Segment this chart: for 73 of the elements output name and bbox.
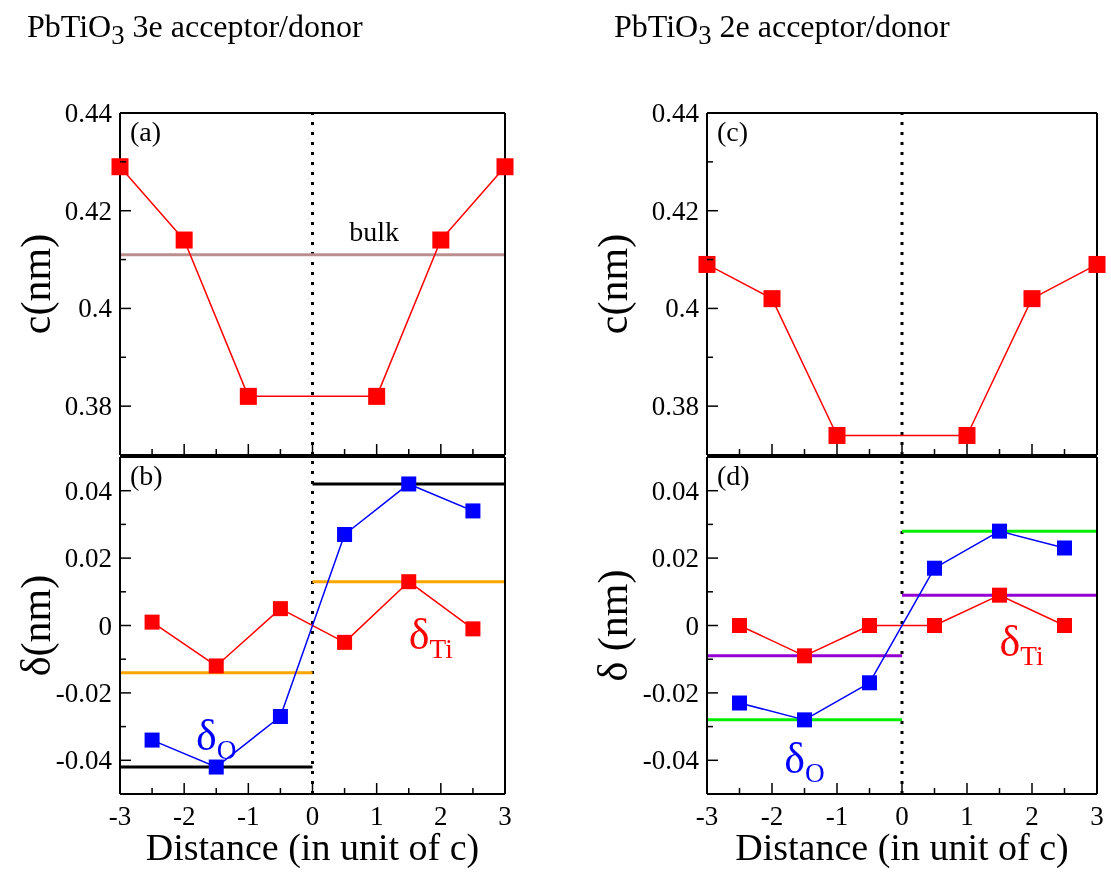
point [992, 523, 1007, 539]
y-tick-label: 0 [685, 610, 699, 641]
point [144, 614, 160, 630]
y-tick-label: 0.38 [651, 391, 699, 422]
y-tick-label: 0.4 [78, 293, 113, 324]
series-label: δ$_{Ti}$ [408, 609, 454, 664]
annotation: (d) [717, 460, 750, 492]
y-tick-label: -0.04 [55, 745, 113, 776]
y-tick-label: 0.04 [64, 475, 113, 506]
point [208, 658, 224, 674]
x-tick-label: -3 [695, 801, 719, 831]
y-tick-label: -0.02 [55, 677, 112, 708]
point [1088, 255, 1106, 273]
point [1057, 618, 1072, 633]
y-tick-label: -0.04 [642, 745, 700, 776]
point [111, 158, 129, 176]
point [1057, 540, 1072, 556]
chart-title: PbTiO$_{3}$ 2e acceptor/donor [614, 7, 950, 53]
point [698, 255, 716, 273]
annotation: (a) [130, 116, 162, 148]
point [797, 712, 812, 728]
series-label: δ$_{Ti}$ [999, 616, 1044, 672]
point [208, 759, 224, 775]
point [862, 618, 877, 633]
y-tick-label: 0.02 [651, 543, 699, 574]
y-axis-title: δ (nm) [590, 569, 637, 682]
point [239, 387, 257, 405]
point [401, 574, 417, 590]
y-tick-label: 0.42 [64, 195, 112, 226]
point [862, 675, 877, 691]
y-tick-label: 0.02 [64, 543, 112, 574]
point [368, 387, 386, 405]
chart-title: PbTiO$_{3}$ 3e acceptor/donor [27, 7, 363, 53]
y-axis-title: c(nm) [590, 233, 637, 335]
x-tick-label: -3 [108, 801, 132, 831]
point [496, 158, 514, 176]
x-tick-label: 3 [1090, 801, 1104, 831]
point [927, 560, 942, 576]
point [958, 426, 976, 444]
y-tick-label: 0.44 [651, 98, 700, 128]
point [465, 503, 481, 519]
point [732, 695, 747, 711]
point [337, 634, 353, 650]
point [1023, 290, 1041, 308]
point [763, 290, 781, 308]
point [175, 231, 193, 249]
point [272, 708, 288, 724]
point [992, 587, 1007, 603]
annotation: (b) [130, 460, 163, 492]
series-label: δ$_{O}$ [784, 733, 825, 788]
point [927, 618, 942, 633]
point [797, 648, 812, 664]
y-axis-title: c(nm) [13, 233, 60, 335]
point [144, 732, 160, 748]
point [272, 601, 288, 617]
point [828, 426, 846, 444]
ref-line-label: bulk [349, 215, 399, 247]
y-tick-label: 0.42 [651, 195, 699, 226]
annotation: (c) [717, 116, 749, 148]
point [732, 618, 747, 633]
y-tick-label: -0.02 [642, 677, 699, 708]
y-tick-label: 0.04 [651, 475, 700, 506]
series-label: δ$_{O}$ [196, 710, 237, 766]
x-tick-label: 3 [498, 801, 512, 831]
point [401, 476, 417, 492]
y-tick-label: 0.44 [64, 98, 113, 128]
point [465, 621, 481, 637]
point [337, 527, 353, 543]
y-axis-title: δ(nm) [13, 574, 60, 677]
y-tick-label: 0.38 [64, 391, 112, 422]
y-tick-label: 0 [98, 610, 112, 641]
point [432, 231, 450, 249]
y-tick-label: 0.4 [665, 293, 700, 324]
